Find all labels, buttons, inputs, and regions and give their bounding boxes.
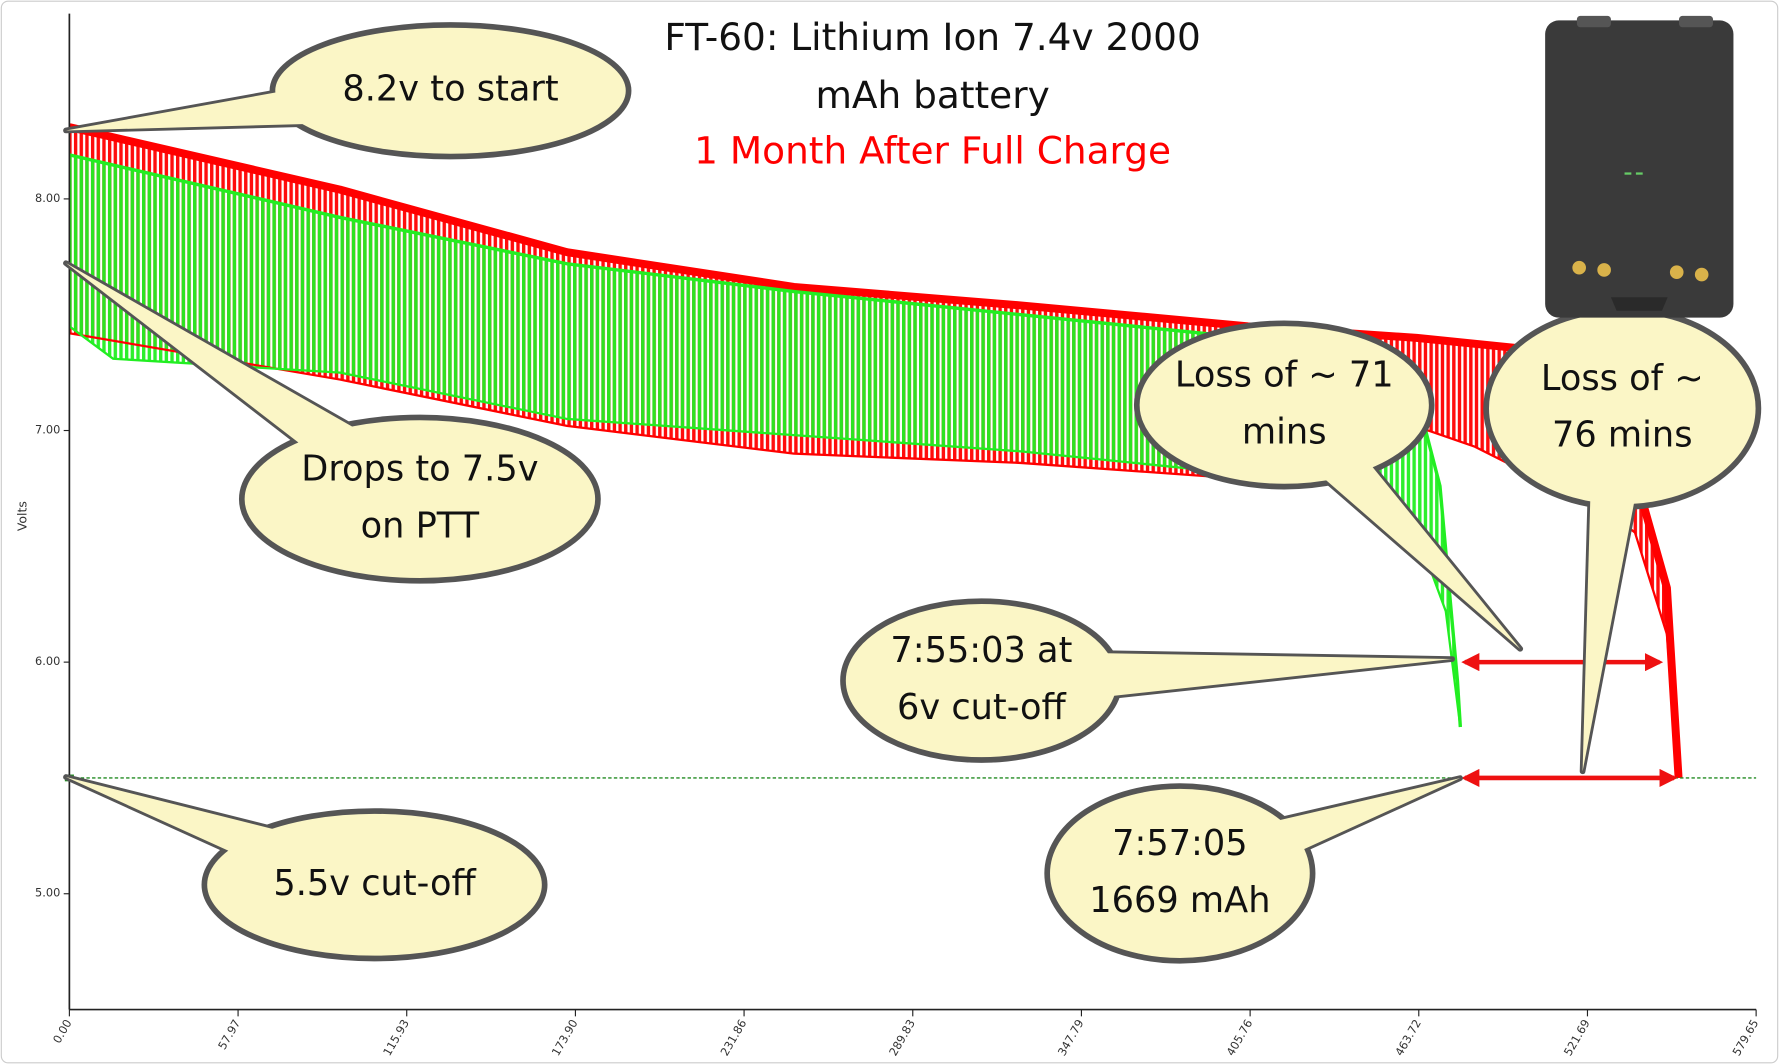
callout-bubble: [1137, 323, 1432, 486]
callout-text: on PTT: [361, 505, 480, 546]
callout-text: 5.5v cut-off: [273, 863, 476, 904]
chart-subtitle: 1 Month After Full Charge: [694, 129, 1171, 173]
callout-text: 6v cut-off: [897, 687, 1067, 728]
y-tick-label: 5.00: [35, 886, 60, 900]
callout-text: Drops to 7.5v: [301, 449, 538, 490]
callout-text: Loss of ~ 71: [1175, 355, 1394, 396]
callout-text: 1669 mAh: [1089, 880, 1270, 921]
callout-text: 7:57:05: [1112, 823, 1248, 864]
callout-text: 7:55:03 at: [890, 630, 1072, 671]
y-axis-label: Volts: [14, 501, 29, 531]
callout-text: mins: [1242, 411, 1327, 452]
chart-title: FT-60: Lithium Ion 7.4v 2000: [664, 15, 1200, 59]
y-tick-label: 6.00: [35, 654, 60, 668]
callout-text: 8.2v to start: [342, 69, 558, 110]
y-tick-label: 7.00: [35, 423, 60, 437]
y-tick-label: 8.00: [35, 191, 60, 205]
chart-title: mAh battery: [815, 73, 1049, 117]
callout-text: Loss of ~: [1541, 358, 1704, 399]
callout-text: 76 mins: [1552, 415, 1693, 456]
chart: 5.006.007.008.000.0057.97115.93173.90231…: [0, 0, 1779, 1064]
battery-image: [1545, 16, 1733, 318]
